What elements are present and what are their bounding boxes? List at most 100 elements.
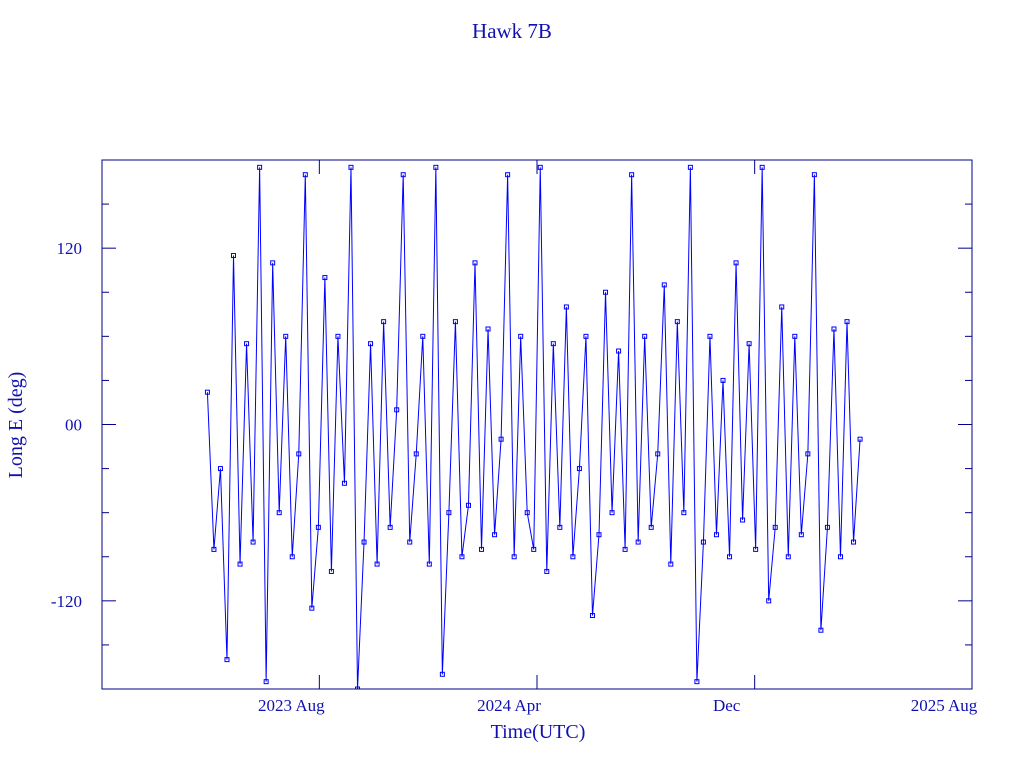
data-point (713, 532, 719, 538)
data-point (257, 164, 263, 170)
data-point (759, 164, 765, 170)
data-point (668, 561, 674, 567)
data-point (550, 341, 556, 347)
x-axis-label: Time(UTC) (491, 721, 586, 743)
data-point (407, 539, 413, 545)
y-tick-label: 120 (57, 239, 83, 258)
y-tick-label: 00 (65, 416, 82, 435)
data-point (707, 333, 713, 339)
data-point (387, 524, 393, 530)
data-point (753, 546, 759, 552)
data-point (204, 389, 210, 395)
data-point (700, 539, 706, 545)
data-point (642, 333, 648, 339)
data-point (420, 333, 426, 339)
data-point (381, 319, 387, 325)
data-point (498, 436, 504, 442)
data-point (837, 554, 843, 560)
data-point (244, 341, 250, 347)
data-point (413, 451, 419, 457)
data-point (831, 326, 837, 332)
data-point (844, 319, 850, 325)
data-point (766, 598, 772, 604)
data-point (772, 524, 778, 530)
data-point (661, 282, 667, 288)
data-point (655, 451, 661, 457)
data-point (492, 532, 498, 538)
data-point (792, 333, 798, 339)
data-point (818, 627, 824, 633)
data-point (276, 510, 282, 516)
data-point (459, 554, 465, 560)
data-point (824, 524, 830, 530)
y-axis-label: Long E (deg) (5, 372, 27, 479)
y-tick-label: -120 (51, 592, 82, 611)
data-point (302, 172, 308, 178)
plot-frame (101, 159, 973, 690)
data-point (335, 333, 341, 339)
data-point (622, 546, 628, 552)
data-point (361, 539, 367, 545)
data-point (648, 524, 654, 530)
data-point (231, 253, 237, 259)
data-point (557, 524, 563, 530)
data-point (811, 172, 817, 178)
data-point (733, 260, 739, 266)
data-point (687, 164, 693, 170)
x-tick-label: Dec (713, 696, 741, 715)
data-point (348, 164, 354, 170)
data-point (309, 605, 315, 611)
data-point (328, 568, 334, 574)
data-point (485, 326, 491, 332)
data-point (400, 172, 406, 178)
data-point (237, 561, 243, 567)
data-point (635, 539, 641, 545)
data-point (576, 466, 582, 472)
chart-title: Hawk 7B (472, 19, 552, 43)
data-point (315, 524, 321, 530)
data-point (524, 510, 530, 516)
data-point (224, 657, 230, 663)
data-point (341, 480, 347, 486)
x-tick-label: 2025 Aug (911, 696, 978, 715)
data-point (740, 517, 746, 523)
x-tick-label: 2024 Apr (477, 696, 541, 715)
data-point (531, 546, 537, 552)
data-point (746, 341, 752, 347)
data-point (563, 304, 569, 310)
data-point (727, 554, 733, 560)
data-point (355, 686, 361, 689)
data-point (674, 319, 680, 325)
data-point (805, 451, 811, 457)
data-point (589, 613, 595, 619)
data-point (368, 341, 374, 347)
data-point (452, 319, 458, 325)
data-point (609, 510, 615, 516)
data-point (283, 333, 289, 339)
data-point (394, 407, 400, 413)
data-point (851, 539, 857, 545)
data-point (374, 561, 380, 567)
data-point (544, 568, 550, 574)
data-point (681, 510, 687, 516)
data-point (270, 260, 276, 266)
x-tick-label: 2023 Aug (258, 696, 325, 715)
data-point (629, 172, 635, 178)
data-point (439, 671, 445, 677)
data-point (446, 510, 452, 516)
data-point (798, 532, 804, 538)
data-line (206, 167, 861, 689)
data-point (289, 554, 295, 560)
data-point (583, 333, 589, 339)
data-point (296, 451, 302, 457)
data-point (426, 561, 432, 567)
data-point (570, 554, 576, 560)
data-point (603, 289, 609, 295)
data-point (479, 546, 485, 552)
data-point (779, 304, 785, 310)
data-point (537, 164, 543, 170)
data-point (616, 348, 622, 354)
data-point (472, 260, 478, 266)
